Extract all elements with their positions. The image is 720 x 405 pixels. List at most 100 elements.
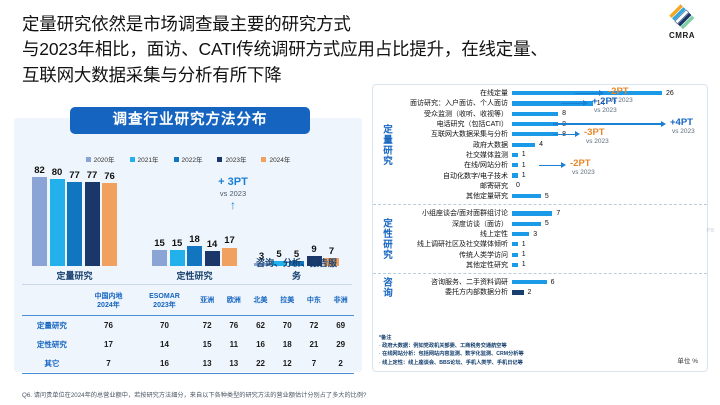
table-cell: 70 [282,320,292,330]
method-value: 1 [521,151,526,159]
bar-value: 76 [104,171,115,183]
method-bar [512,121,559,127]
table-cell: 13 [202,358,212,368]
table-header-cell: 亚洲 [200,297,215,305]
bar-group-label: 定量研究 [56,271,93,281]
table-cell: 21 [309,339,319,349]
method-bar [512,173,518,178]
method-label: 传统人类学访问 [459,251,508,259]
table-cell: 11 [229,339,239,349]
arrow-line [539,164,561,166]
chart-baseline [22,284,352,285]
table-header-cell: 非洲 [333,297,348,305]
bar-定性研究-2021年: 15 [169,168,185,266]
method-row: 邮寄研究 0 [395,181,707,191]
method-bar [512,242,518,247]
table-row: 定量研究 76 70 72 76 62 70 72 69 [22,315,354,335]
bar-value: 17 [224,235,235,247]
bar-rect [306,256,322,266]
arrow-head [583,100,588,107]
method-value: 5 [544,192,549,200]
legend-label: 2023年 [225,157,247,164]
method-bar [512,262,518,267]
method-row: 其他定性研究 1 [395,260,707,270]
annotation-arrow-icon: ↑ [230,198,236,212]
method-row: 传统人类学访问 1 [395,249,707,259]
bar-定性研究-2022年: 18 [187,168,202,266]
annotation-arrow-icon [553,131,581,138]
bar-rect [187,246,202,266]
method-bar [512,163,518,168]
bar-rect [102,183,117,266]
delta-annotation-baseline: vs 2023 [672,127,695,135]
bar-定量研究-2021年: 80 [49,167,65,266]
method-row: 委托方内部数据分析 2 [395,287,707,297]
method-bar [512,280,547,285]
method-value: 5 [544,220,549,228]
table-cell: 2 [338,358,343,368]
bar-value: 77 [69,170,80,182]
method-label: 在线/网站分析 [464,162,508,170]
method-label: 小组座谈会/面对面群组讨论 [422,210,508,218]
method-label: 咨询服务、二手资料调研 [431,279,508,287]
method-value: 6 [550,278,555,286]
method-value: 1 [521,172,526,180]
bar-咨询、分析、报告服务-2020年: 3 [254,168,269,266]
bar-chart: 82 80 77 77 76 定量研究 15 15 18 14 17 定性研究 3 5 5 9 7 咨询、分析、报… [22,165,354,284]
legend-label: 2022年 [181,157,203,164]
bar-rect [289,260,304,266]
method-label: 政府大数据 [473,141,508,149]
bar-rect [67,182,82,266]
legend-item-2022年: 2022年 [173,154,203,164]
footnote-title: *备注 [379,334,392,341]
bar-value: 5 [293,248,300,260]
legend-label: 2021年 [137,157,159,164]
method-row: 自动化数字/电子技术 1 [395,170,707,180]
method-row: 社交媒体监测 1 [395,150,707,160]
table-cell: 76 [104,320,113,330]
legend-label: 2024年 [269,157,291,164]
legend-swatch [129,156,135,162]
table-cell: 18 [282,339,292,349]
method-label: 自动化数字/电子技术 [443,172,508,180]
legend-label: 2020年 [93,157,115,164]
bar-定量研究-2024年: 76 [102,168,117,266]
bar-咨询、分析、报告服务-2024年: 7 [324,168,339,266]
table-row: 其它 7 16 13 13 22 12 7 2 [22,354,354,373]
bar-rect [84,182,100,266]
footnote-line: · 在线网站分析：包括网站内容监测、数字化监测、CRM分析等 [379,351,524,358]
method-row: 深度访谈（面访） 5 [395,219,707,229]
table-cell: 72 [309,320,319,330]
bar-咨询、分析、报告服务-2022年: 5 [289,168,304,266]
bar-value: 18 [189,234,200,246]
bar-定性研究-2020年: 15 [152,168,167,266]
section-rows: 在线定量 26 面访研究：入户面访、个人面访 14 受众监测（收听、收视等） 8 电话研究（… [395,85,707,204]
bar-rect [32,176,47,266]
method-bar [512,211,553,216]
footnote-line: · 线上定性：线上座谈会、BBS论坛、手机人类学、手机日记等 [379,359,523,366]
arrow-head [599,90,604,96]
annotation-arrow-icon [539,162,567,169]
section-rows: 咨询服务、二手资料调研 6 委托方内部数据分析 2 [395,274,707,301]
survey-question-text: Q6. 请问贵单位在2024年的总营业额中，若按研究方法细分，来自以下各种类型的… [22,392,367,399]
table-cell: 7 [106,358,111,368]
table-header-row: 中国内地 2024年 ESOMAR 2023年 亚洲 欧洲 北美 拉美 中东 非洲 [22,290,354,315]
delta-annotation: -2PT [570,158,591,170]
table-row-label: 其它 [44,358,60,368]
page-title-line-1: 定量研究依然是市场调查最主要的研究方式 [22,14,351,34]
table-header-blank [22,290,82,315]
method-row: 互联网大数据采集与分析8 [395,129,707,139]
method-label: 互联网大数据采集与分析 [431,131,508,139]
legend-swatch [261,156,267,162]
method-value: 1 [521,251,526,259]
method-row: 咨询服务、二手资料调研 6 [395,277,707,287]
arrow-line [553,133,575,135]
method-label: 线上调研社区及社交媒体倾听 [417,241,508,249]
bar-rect [152,249,167,266]
delta-annotation-baseline: vs 2023 [594,107,617,115]
page-title-line-2: 与2023年相比，面访、CATI传统调研方式应用占比提升，在线定量、 [22,39,548,60]
table-cell: 22 [256,358,265,368]
legend-item-2024年: 2024年 [261,154,290,164]
method-row: 受众监测（收听、收视等） 8 [395,109,707,119]
method-breakdown-card: 定量研究 在线定量 26 面访研究：入户面访、个人面访 14 受众监测（收听、收视等） 8 电… [372,84,708,372]
